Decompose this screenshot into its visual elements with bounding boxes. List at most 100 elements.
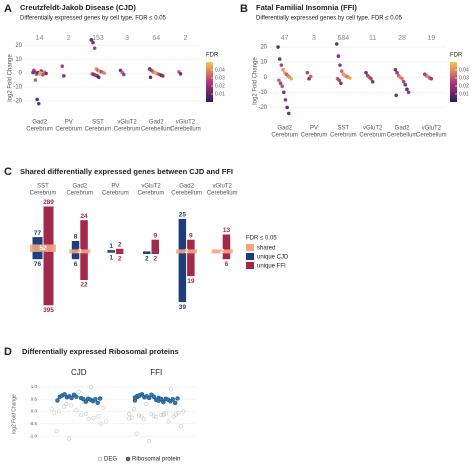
colorbar-tick-label: 0.02 xyxy=(459,83,469,89)
deg-point xyxy=(79,413,84,418)
shared-value-label: 2 xyxy=(220,248,224,255)
x-tick-label: Cerebrum xyxy=(114,127,141,133)
y-tick-label: -20 xyxy=(13,98,22,104)
point xyxy=(277,57,282,61)
point xyxy=(91,40,95,45)
bar xyxy=(32,248,43,260)
facet-label: FFI xyxy=(150,368,162,377)
point xyxy=(393,67,398,72)
count-label: 47 xyxy=(281,35,289,42)
point xyxy=(62,74,66,78)
bar xyxy=(187,251,195,277)
y-tick-label: -0.5 xyxy=(29,421,37,426)
deg-point xyxy=(141,416,146,421)
point xyxy=(33,78,38,82)
bar xyxy=(178,251,187,303)
deg-point xyxy=(49,407,54,412)
panel-label: A xyxy=(4,3,12,15)
x-tick-label: Cerebrum xyxy=(359,133,386,139)
x-tick-label: vGluT2 xyxy=(363,126,383,132)
deg-point xyxy=(66,436,71,441)
chart-subtitle: Differentially expressed genes by cell t… xyxy=(20,16,167,22)
deg-point xyxy=(76,389,81,394)
deg-point xyxy=(164,411,169,416)
point xyxy=(102,71,107,75)
y-tick-label: 0 xyxy=(264,75,268,81)
ribosomal-point xyxy=(172,400,178,406)
category-label: PV xyxy=(111,184,119,190)
deg-point xyxy=(136,413,142,418)
category-label: Cerebrum xyxy=(66,191,93,197)
point xyxy=(280,84,284,89)
deg-point xyxy=(129,415,134,420)
deg-point xyxy=(159,412,164,418)
legend-marker xyxy=(125,456,131,462)
count-label: 3 xyxy=(312,35,316,42)
deg-point xyxy=(74,408,79,413)
shared-bar xyxy=(176,249,198,254)
x-tick-label: Cerebellum xyxy=(170,127,201,133)
legend-title: FDR ≤ 0.05 xyxy=(246,236,277,242)
x-tick-label: vGluT2 xyxy=(422,126,442,132)
y-axis-label: log2 Fold Change xyxy=(11,394,17,434)
ribosomal-point xyxy=(97,396,103,401)
deg-point xyxy=(52,410,57,415)
point xyxy=(276,45,280,49)
bar-value-label: 9 xyxy=(153,232,157,239)
point xyxy=(405,87,409,92)
bar-value-label: 39 xyxy=(179,304,187,311)
shared-value-label: 3 xyxy=(78,248,82,255)
ribosomal-point xyxy=(55,398,60,403)
category-label: vGluT2 xyxy=(213,184,233,190)
deg-point xyxy=(149,412,154,417)
colorbar xyxy=(450,62,457,102)
point xyxy=(92,46,97,50)
bar-value-label: 77 xyxy=(34,230,42,237)
legend-label: unique FFI xyxy=(257,264,286,270)
count-label: 2 xyxy=(183,35,187,42)
ribosomal-point xyxy=(158,396,164,402)
legend-label: Ribosomal protein xyxy=(132,457,180,463)
y-tick-label: -10 xyxy=(13,85,22,91)
count-label: 14 xyxy=(36,35,44,42)
deg-point xyxy=(96,414,101,419)
point xyxy=(289,76,294,81)
y-tick-label: -20 xyxy=(258,105,267,111)
category-label: Cerebellum xyxy=(171,191,202,197)
point xyxy=(395,70,399,75)
point xyxy=(337,78,342,83)
point xyxy=(336,54,341,58)
count-label: 64 xyxy=(152,35,160,42)
deg-point xyxy=(89,384,94,389)
count-label: 3 xyxy=(125,35,129,42)
bar xyxy=(71,251,80,260)
point xyxy=(89,38,94,42)
x-tick-label: vGluT2 xyxy=(117,120,137,126)
deg-point xyxy=(127,416,132,421)
y-tick-label: 0.5 xyxy=(31,396,38,401)
x-tick-label: vGluT2 xyxy=(176,120,196,126)
point xyxy=(401,79,406,84)
legend-swatch xyxy=(246,253,254,260)
facet-label: CJD xyxy=(71,368,87,377)
chart-title: Differentially expressed Ribosomal prote… xyxy=(22,347,179,356)
ribosomal-point xyxy=(62,392,67,397)
point xyxy=(308,74,313,79)
y-tick-label: 1.0 xyxy=(31,384,38,389)
colorbar-tick-label: 0.04 xyxy=(459,67,469,73)
point xyxy=(394,93,399,98)
count-label: 11 xyxy=(369,35,376,42)
bar xyxy=(151,251,159,254)
category-label: Cerebrum xyxy=(138,191,165,197)
bar-value-label: 2 xyxy=(118,242,122,249)
bar-value-label: 2 xyxy=(145,256,149,263)
ribosomal-point xyxy=(137,393,142,398)
category-label: Gad2 xyxy=(72,184,87,190)
y-tick-label: 20 xyxy=(15,43,22,49)
bar-value-label: 8 xyxy=(74,234,78,241)
point xyxy=(44,71,48,76)
point xyxy=(403,82,408,87)
point xyxy=(277,78,281,83)
point xyxy=(369,76,373,81)
x-tick-label: Cerebrum xyxy=(301,133,328,139)
